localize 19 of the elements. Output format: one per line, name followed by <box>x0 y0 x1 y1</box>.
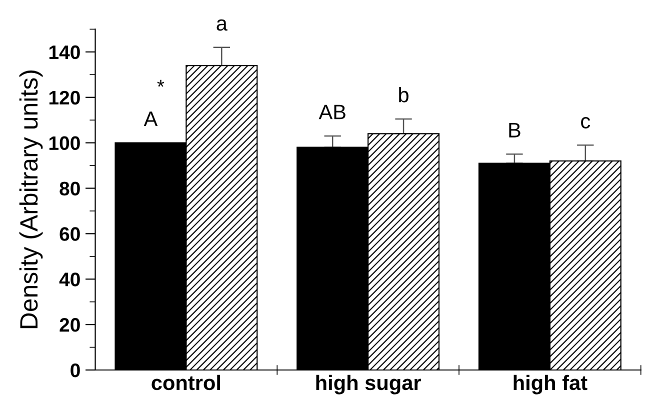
data-label: b <box>399 87 408 102</box>
data-label: a <box>216 19 228 31</box>
y-tick-label: 40 <box>59 272 80 286</box>
data-label: B <box>509 123 520 138</box>
y-tick-label: 0 <box>70 363 80 378</box>
y-tick-label: 100 <box>49 136 80 150</box>
x-tick-label: high fat <box>514 374 588 394</box>
data-label: A <box>144 112 158 126</box>
data-label: AB <box>318 104 346 120</box>
y-tick-label: 80 <box>60 182 80 196</box>
y-tick-label: 60 <box>60 227 80 241</box>
x-tick-label: high sugar <box>316 374 421 394</box>
data-label: c <box>581 117 590 128</box>
y-tick-label: 140 <box>49 45 80 60</box>
y-tick-label: 120 <box>49 90 80 105</box>
y-axis-title: Density (Arbitrary units) <box>19 70 43 328</box>
annotation: * <box>157 80 164 87</box>
x-tick-label: control <box>152 374 220 390</box>
y-tick-label: 20 <box>60 318 80 332</box>
